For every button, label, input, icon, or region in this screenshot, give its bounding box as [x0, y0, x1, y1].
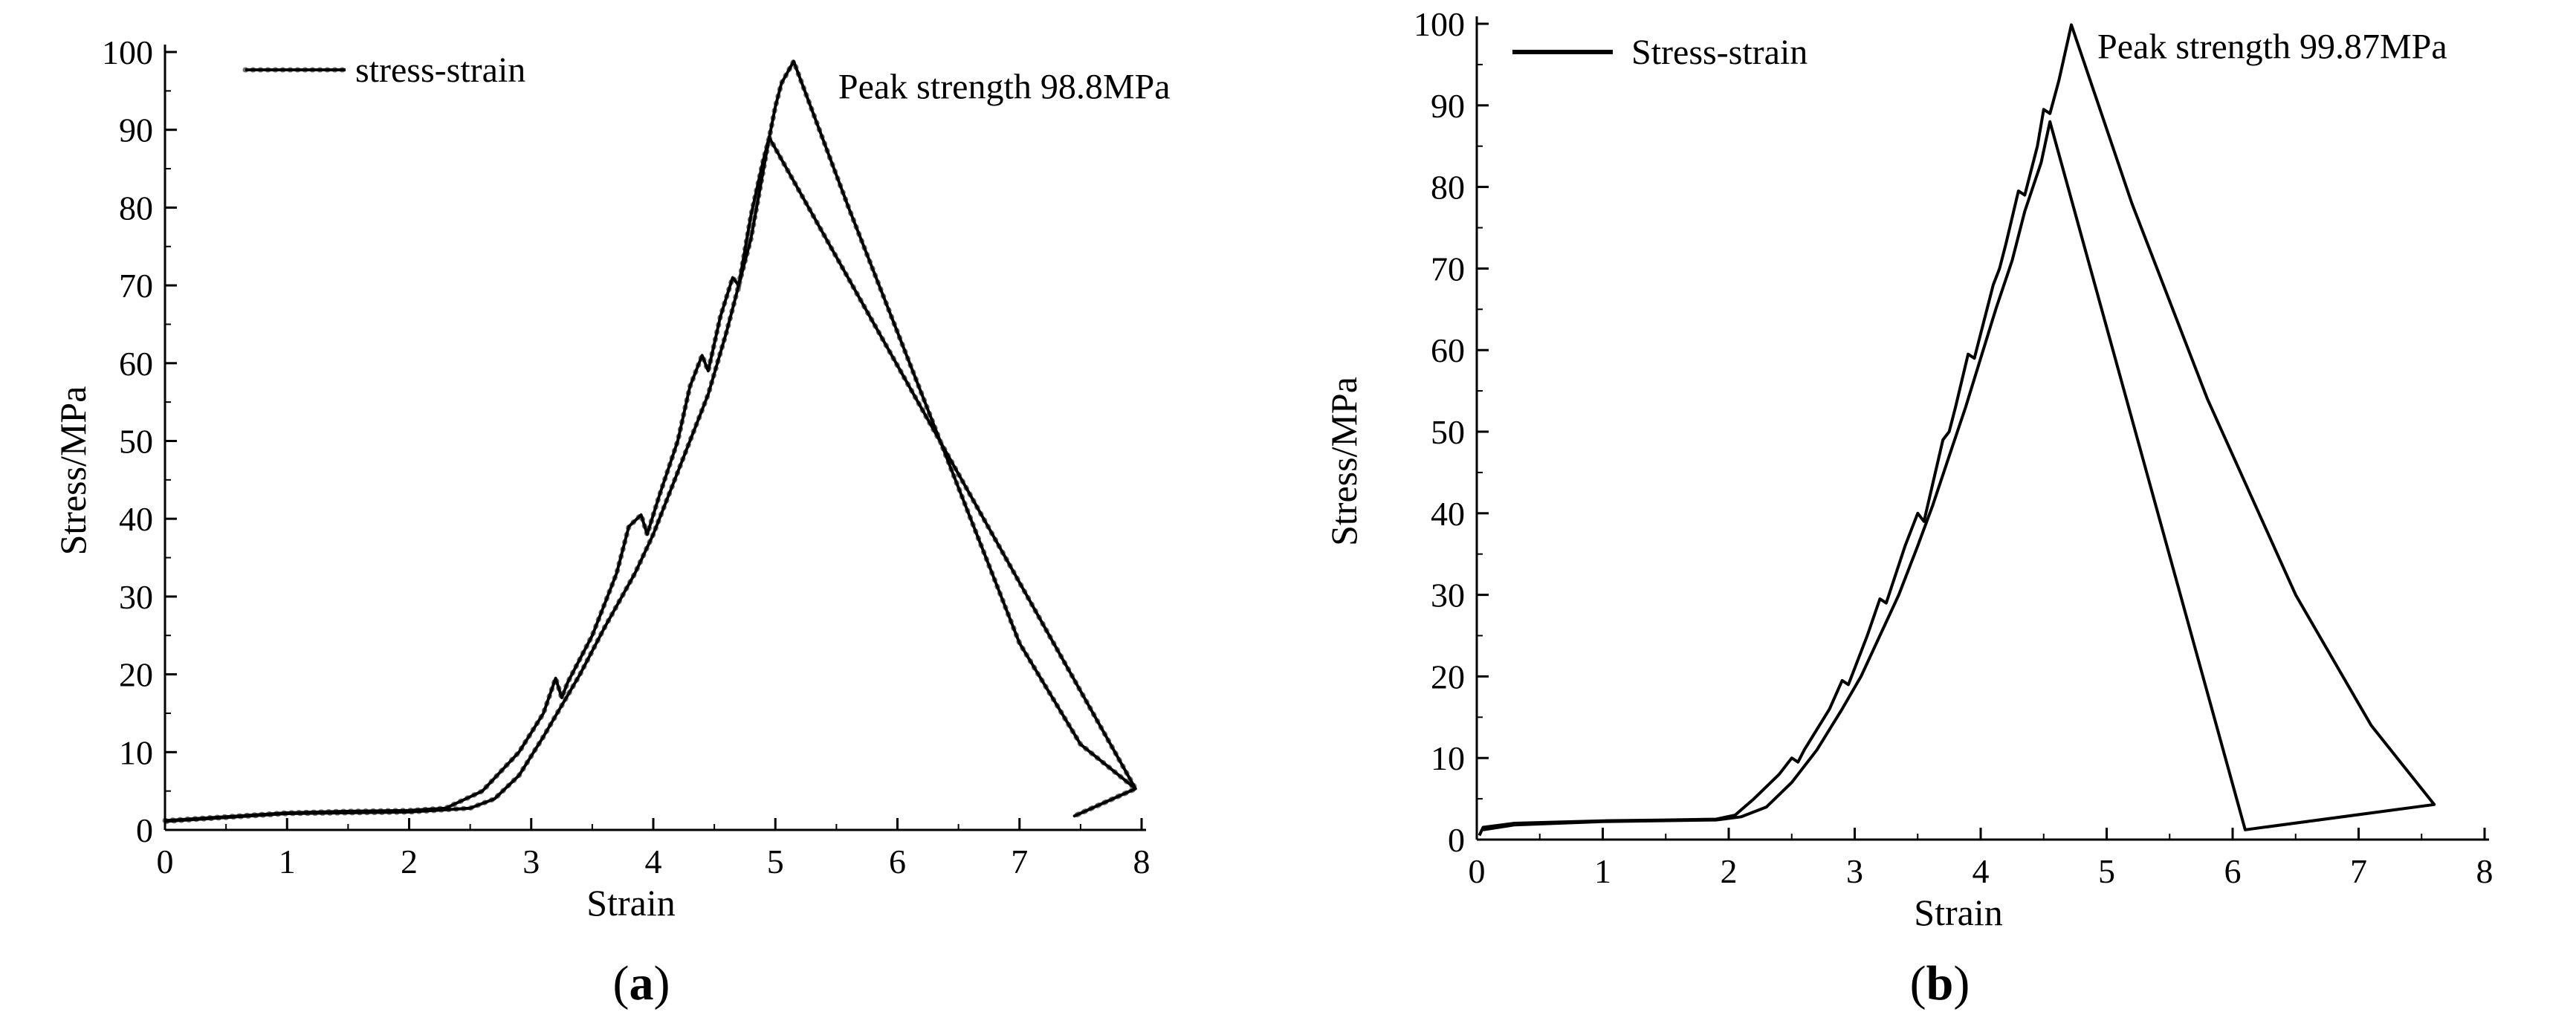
x-tick-label: 3 [522, 843, 540, 880]
y-tick-label: 0 [136, 811, 153, 849]
y-tick-label: 20 [1431, 658, 1465, 695]
y-tick-label: 70 [119, 267, 153, 305]
x-axis-label: Strain [586, 882, 675, 924]
y-axis-label: Stress/MPa [1323, 377, 1365, 546]
y-axis-label: Stress/MPa [52, 386, 94, 556]
y-tick-label: 60 [119, 345, 153, 383]
chart-panel-b: 0 1 2 3 4 5 6 7 80102030405060708090100StrainStr… [1323, 5, 2494, 1010]
x-tick-label: 8 [2476, 852, 2494, 890]
y-tick-label: 0 [1448, 821, 1465, 859]
x-tick-label: 1 [1594, 852, 1611, 890]
x-tick-label: 8 [1133, 843, 1151, 880]
legend-label: Stress-strain [1631, 33, 1808, 72]
x-tick-label: 5 [2098, 852, 2115, 890]
y-tick-label: 100 [102, 33, 153, 71]
y-tick-label: 100 [1414, 5, 1465, 43]
series-line [164, 59, 1137, 823]
x-tick-label: 0 [157, 843, 174, 880]
y-tick-label: 30 [119, 578, 153, 616]
panel-label: (b) [1910, 956, 1970, 1010]
y-tick-label: 10 [119, 733, 153, 771]
y-tick-label: 40 [119, 500, 153, 538]
x-tick-label: 7 [2350, 852, 2367, 890]
x-tick-label: 0 [1469, 852, 1486, 890]
y-tick-label: 80 [1431, 169, 1465, 207]
x-tick-label: 7 [1011, 843, 1028, 880]
y-tick-label: 30 [1431, 577, 1465, 614]
x-tick-label: 5 [767, 843, 784, 880]
x-tick-label: 2 [1721, 852, 1738, 890]
x-tick-label: 6 [889, 843, 906, 880]
y-tick-label: 20 [119, 656, 153, 694]
y-tick-label: 40 [1431, 495, 1465, 533]
legend-label: stress-strain [355, 51, 525, 90]
x-tick-label: 3 [1846, 852, 1863, 890]
y-tick-label: 70 [1431, 250, 1465, 288]
peak-annotation: Peak strength 98.8MPa [838, 68, 1171, 107]
y-tick-label: 50 [1431, 413, 1465, 451]
y-tick-label: 10 [1431, 739, 1465, 777]
peak-annotation: Peak strength 99.87MPa [2097, 27, 2447, 66]
x-tick-label: 1 [279, 843, 296, 880]
series-markers [162, 55, 1141, 824]
x-tick-label: 4 [645, 843, 662, 880]
panel-label: (a) [613, 956, 670, 1010]
y-tick-label: 90 [119, 111, 153, 149]
y-tick-label: 80 [119, 189, 153, 227]
x-axis-label: Strain [1914, 892, 2002, 933]
chart-panel-a: 0 1 2 3 4 5 6 7 80102030405060708090100StrainStr… [52, 33, 1171, 1010]
x-tick-label: 2 [401, 843, 418, 880]
y-tick-label: 50 [119, 423, 153, 461]
x-tick-label: 4 [1973, 852, 1990, 890]
y-tick-label: 90 [1431, 87, 1465, 125]
x-tick-label: 6 [2224, 852, 2242, 890]
y-tick-label: 60 [1431, 331, 1465, 369]
series-line [1478, 23, 2436, 837]
